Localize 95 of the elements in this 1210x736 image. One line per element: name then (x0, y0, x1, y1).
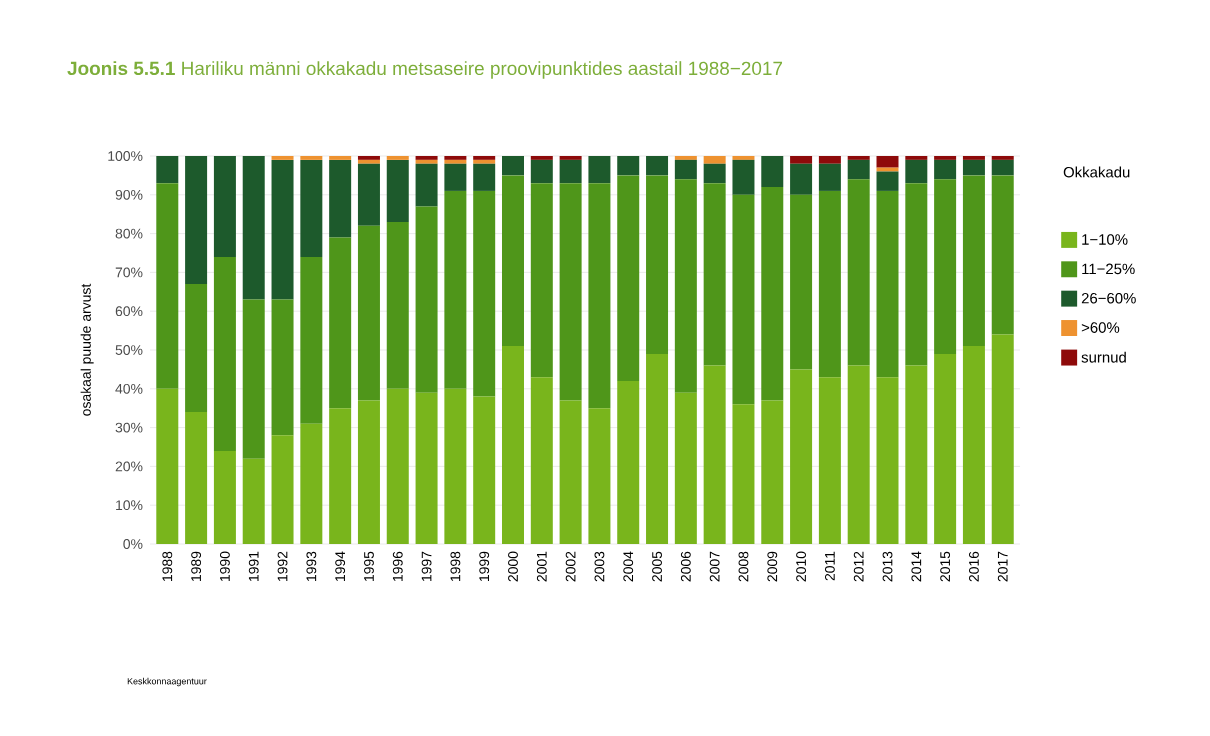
bar (818, 155, 841, 164)
bar (790, 155, 813, 164)
bar (790, 163, 813, 195)
bar (905, 183, 928, 366)
bar (501, 175, 524, 347)
bar (905, 365, 928, 544)
bar (588, 408, 611, 544)
bar (962, 159, 985, 176)
bar (876, 377, 899, 544)
bar (386, 159, 409, 222)
bar (271, 159, 294, 300)
bar (905, 159, 928, 184)
bar (991, 175, 1014, 335)
bar (530, 377, 553, 544)
bar (876, 171, 899, 191)
bar (271, 435, 294, 544)
bar (213, 450, 236, 544)
bar (415, 163, 438, 207)
bar (473, 190, 496, 397)
bar (357, 163, 380, 226)
bar (674, 159, 697, 180)
bar (559, 400, 582, 544)
bar (213, 256, 236, 451)
bar (588, 155, 611, 184)
bar (300, 256, 323, 424)
bar (530, 159, 553, 184)
bar (934, 179, 957, 354)
bar (646, 155, 669, 176)
bar (473, 396, 496, 544)
bar (242, 458, 265, 544)
chart-title: Joonis 5.5.1 Hariliku männi okkakadu metsaseire proovipunktides aastail 1988−2017 (67, 61, 783, 79)
bar (185, 155, 208, 285)
bar (674, 392, 697, 544)
bar (242, 155, 265, 300)
bar (703, 365, 726, 544)
bar (156, 388, 179, 544)
bar (876, 155, 899, 168)
bar (444, 163, 467, 191)
bar (386, 221, 409, 389)
bar (934, 353, 957, 544)
bar (444, 388, 467, 544)
bar (444, 190, 467, 389)
bar (818, 377, 841, 544)
bar (818, 190, 841, 378)
bar (185, 412, 208, 544)
bar (847, 365, 870, 544)
bar (329, 408, 352, 544)
bar (790, 194, 813, 370)
bar (674, 179, 697, 393)
bar (588, 183, 611, 409)
bar (732, 404, 755, 544)
bar (617, 381, 640, 544)
bar (415, 392, 438, 544)
bar (617, 155, 640, 176)
bar (703, 163, 726, 184)
bar (501, 155, 524, 176)
bar (761, 155, 784, 188)
bar (185, 284, 208, 413)
bar (761, 187, 784, 401)
bar (271, 299, 294, 436)
bar (300, 159, 323, 257)
bar (847, 179, 870, 366)
bar (991, 159, 1014, 176)
bar (530, 183, 553, 378)
bar (213, 155, 236, 257)
bar (934, 159, 957, 180)
bar (156, 155, 179, 184)
bar (559, 183, 582, 401)
bar (300, 423, 323, 544)
bar (473, 163, 496, 191)
bar (646, 353, 669, 544)
bar (761, 400, 784, 544)
bar (818, 163, 841, 191)
bar (703, 155, 726, 164)
bar (386, 388, 409, 544)
bar (790, 369, 813, 544)
bar (703, 183, 726, 366)
bar (415, 206, 438, 393)
bar (876, 190, 899, 378)
bar (329, 159, 352, 238)
bar (501, 346, 524, 544)
bar (617, 175, 640, 382)
bar (329, 237, 352, 409)
bar (847, 159, 870, 180)
bar (962, 346, 985, 544)
bar (732, 194, 755, 405)
bar (357, 400, 380, 544)
bar (559, 159, 582, 184)
bar (646, 175, 669, 354)
bar (156, 183, 179, 389)
bar (357, 225, 380, 401)
bar (962, 175, 985, 347)
bar (991, 334, 1014, 544)
bar (242, 299, 265, 459)
bar (732, 159, 755, 195)
